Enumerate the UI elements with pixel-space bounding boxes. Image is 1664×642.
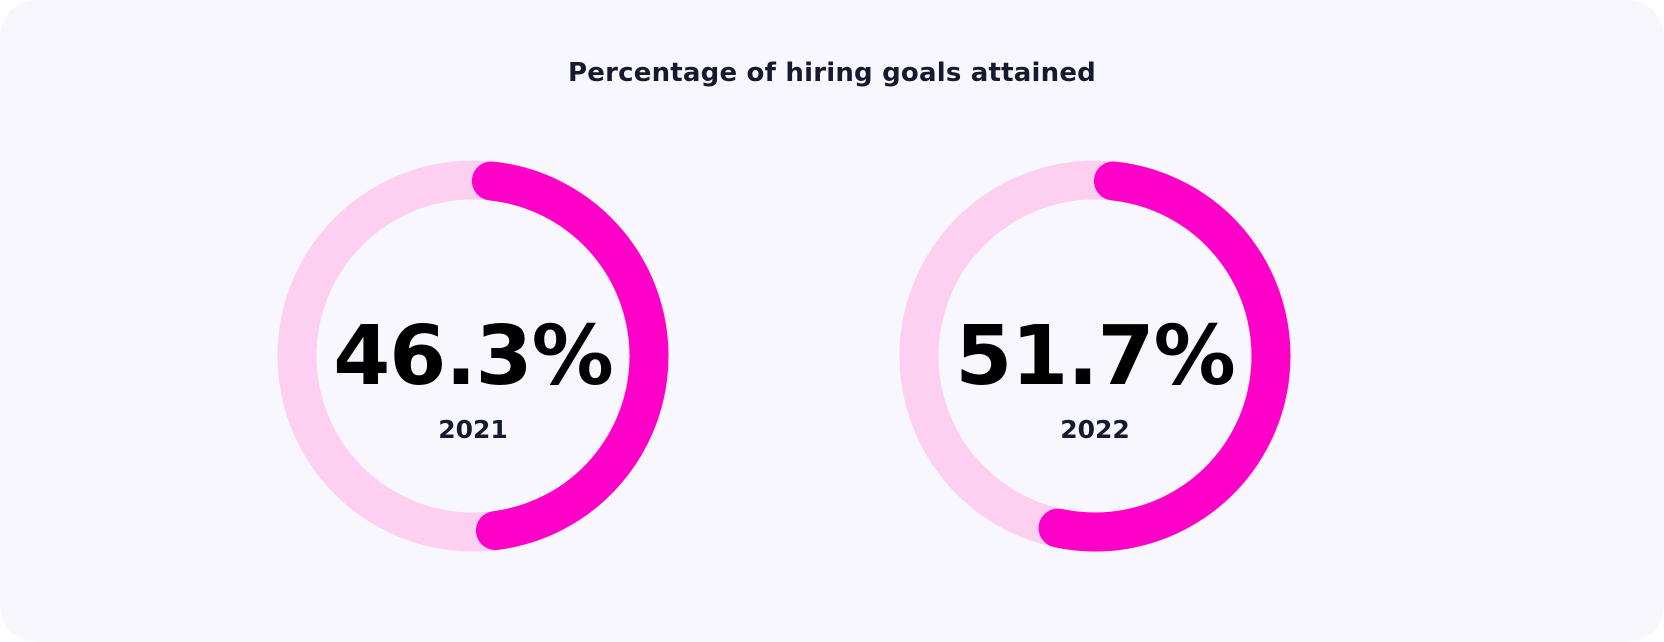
value-label-2022: 51.7% (955, 309, 1234, 404)
year-label-2021: 2021 (438, 415, 508, 444)
year-label-2022: 2022 (1060, 415, 1130, 444)
donut-arc-2022 (1038, 161, 1291, 552)
donut-arc-2021 (471, 161, 669, 551)
chart-title: Percentage of hiring goals attained (568, 58, 1096, 88)
value-label-2021: 46.3% (333, 309, 612, 404)
